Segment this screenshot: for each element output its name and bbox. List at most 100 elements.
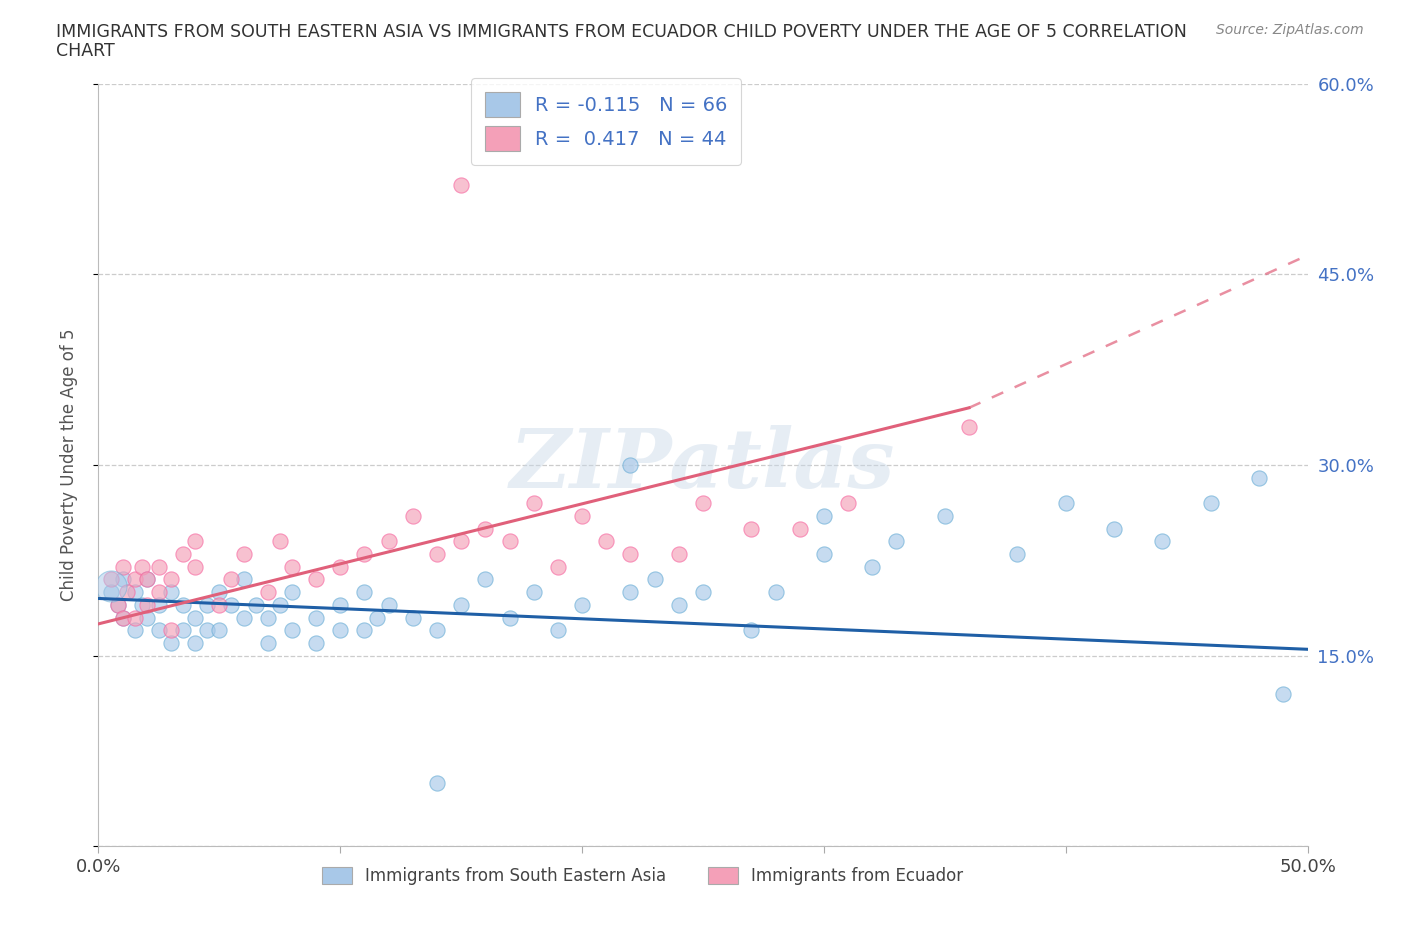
Point xyxy=(208,597,231,612)
Point xyxy=(329,559,352,574)
Point xyxy=(813,509,835,524)
Point xyxy=(1272,686,1295,701)
Point xyxy=(450,597,472,612)
Point xyxy=(1054,496,1077,511)
Point xyxy=(195,597,218,612)
Point xyxy=(256,585,278,600)
Point xyxy=(595,534,617,549)
Point xyxy=(111,559,134,574)
Point xyxy=(619,458,641,472)
Point xyxy=(117,585,139,600)
Point xyxy=(765,585,787,600)
Point xyxy=(135,597,157,612)
Point xyxy=(498,610,520,625)
Point xyxy=(281,559,304,574)
Point xyxy=(305,610,328,625)
Point xyxy=(135,610,157,625)
Point xyxy=(269,597,291,612)
Point xyxy=(124,610,146,625)
Point xyxy=(837,496,859,511)
Point xyxy=(668,597,690,612)
Point xyxy=(131,559,153,574)
Point xyxy=(450,534,472,549)
Point xyxy=(221,597,243,612)
Text: CHART: CHART xyxy=(56,42,115,60)
Point xyxy=(547,623,569,638)
Point xyxy=(100,585,122,600)
Point xyxy=(269,534,291,549)
Point xyxy=(426,776,449,790)
Point xyxy=(886,534,908,549)
Point xyxy=(184,610,207,625)
Point xyxy=(498,534,520,549)
Point xyxy=(619,547,641,562)
Point xyxy=(957,419,980,434)
Point xyxy=(172,623,194,638)
Point xyxy=(124,623,146,638)
Point xyxy=(1199,496,1222,511)
Point xyxy=(160,585,183,600)
Point xyxy=(172,597,194,612)
Point xyxy=(111,572,134,587)
Point xyxy=(329,623,352,638)
Point xyxy=(172,547,194,562)
Point xyxy=(329,597,352,612)
Point xyxy=(789,521,811,536)
Point xyxy=(208,623,231,638)
Point xyxy=(740,623,762,638)
Point xyxy=(232,547,254,562)
Point xyxy=(208,585,231,600)
Text: Source: ZipAtlas.com: Source: ZipAtlas.com xyxy=(1216,23,1364,37)
Point xyxy=(450,178,472,193)
Point xyxy=(221,572,243,587)
Point xyxy=(111,610,134,625)
Point xyxy=(426,547,449,562)
Point xyxy=(692,585,714,600)
Point xyxy=(245,597,267,612)
Point xyxy=(1007,547,1029,562)
Point xyxy=(547,559,569,574)
Point xyxy=(644,572,666,587)
Point xyxy=(402,509,425,524)
Point xyxy=(305,572,328,587)
Point xyxy=(100,572,122,587)
Point xyxy=(148,623,170,638)
Point xyxy=(377,597,399,612)
Point xyxy=(148,559,170,574)
Point xyxy=(353,585,375,600)
Point xyxy=(523,585,546,600)
Point xyxy=(148,597,170,612)
Point xyxy=(860,559,883,574)
Point xyxy=(232,610,254,625)
Point xyxy=(740,521,762,536)
Point xyxy=(353,547,375,562)
Point xyxy=(135,572,157,587)
Point xyxy=(377,534,399,549)
Point xyxy=(184,559,207,574)
Point xyxy=(474,521,496,536)
Point xyxy=(135,572,157,587)
Point xyxy=(184,534,207,549)
Point xyxy=(148,585,170,600)
Point xyxy=(366,610,388,625)
Legend: Immigrants from South Eastern Asia, Immigrants from Ecuador: Immigrants from South Eastern Asia, Immi… xyxy=(315,860,970,891)
Point xyxy=(1249,471,1271,485)
Point xyxy=(160,623,183,638)
Point xyxy=(256,635,278,650)
Point xyxy=(195,623,218,638)
Point xyxy=(232,572,254,587)
Text: IMMIGRANTS FROM SOUTH EASTERN ASIA VS IMMIGRANTS FROM ECUADOR CHILD POVERTY UNDE: IMMIGRANTS FROM SOUTH EASTERN ASIA VS IM… xyxy=(56,23,1187,41)
Point xyxy=(160,635,183,650)
Point xyxy=(474,572,496,587)
Point xyxy=(1102,521,1125,536)
Text: ZIPatlas: ZIPatlas xyxy=(510,425,896,505)
Point xyxy=(692,496,714,511)
Point xyxy=(1152,534,1174,549)
Point xyxy=(281,623,304,638)
Point xyxy=(619,585,641,600)
Point xyxy=(184,635,207,650)
Point xyxy=(111,610,134,625)
Y-axis label: Child Poverty Under the Age of 5: Child Poverty Under the Age of 5 xyxy=(59,328,77,602)
Point xyxy=(426,623,449,638)
Point xyxy=(256,610,278,625)
